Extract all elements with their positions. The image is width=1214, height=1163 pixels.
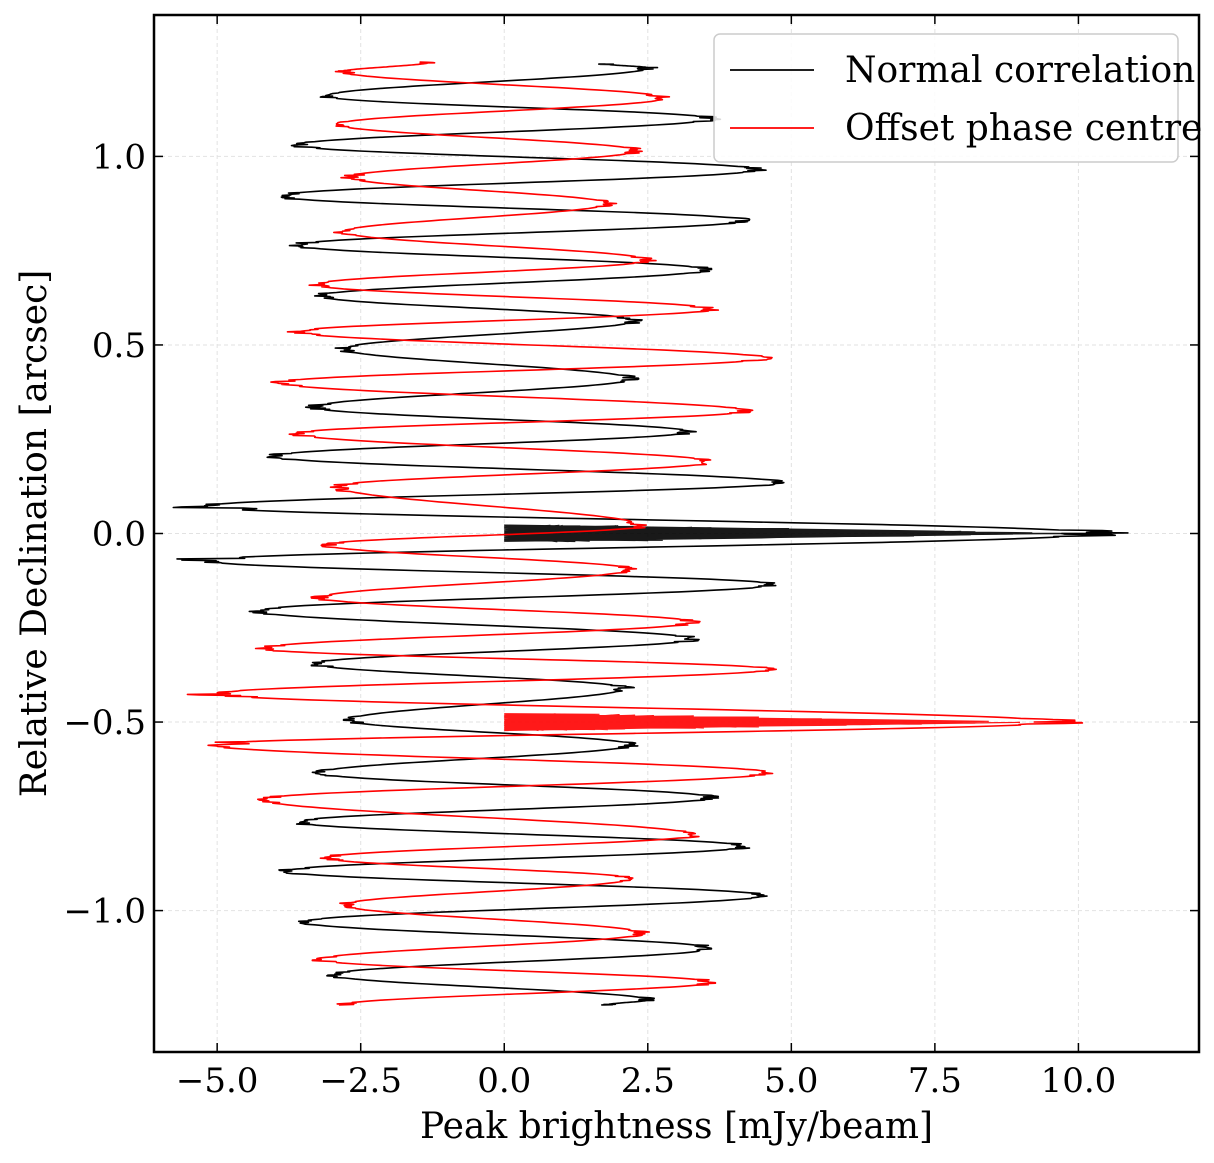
y-tick-label-1: −0.5 — [63, 703, 146, 743]
x-axis-label: Peak brightness [mJy/beam] — [420, 1106, 933, 1147]
axes: −5.0 −2.5 0.0 2.5 5.0 7.5 10.0 −1.0 −0.5 0.0 0.5 1.… — [14, 13, 1201, 1147]
plot-series — [172, 61, 1129, 1006]
y-tick-label-4: 1.0 — [92, 137, 146, 177]
x-tick-label-6: 10.0 — [1041, 1061, 1117, 1101]
y-tick-label-2: 0.0 — [92, 515, 146, 555]
series-peak-band-0 — [504, 524, 1092, 543]
x-tick-label-4: 5.0 — [764, 1061, 818, 1101]
y-axis-label: Relative Declination [arcsec] — [14, 270, 55, 798]
y-tick-label-3: 0.5 — [92, 326, 146, 366]
legend: Normal correlation Offset phase centre — [713, 33, 1202, 163]
y-tick-label-0: −1.0 — [63, 892, 146, 932]
x-tick-label-1: −2.5 — [319, 1061, 402, 1101]
series-peak-band-1 — [504, 713, 1021, 732]
legend-label-0: Normal correlation — [845, 50, 1195, 91]
x-tick-label-3: 2.5 — [621, 1061, 675, 1101]
x-tick-label-0: −5.0 — [176, 1061, 259, 1101]
x-tick-label-2: 0.0 — [477, 1061, 531, 1101]
series-line-1 — [186, 61, 1084, 1006]
x-tick-label-5: 7.5 — [908, 1061, 962, 1101]
legend-label-1: Offset phase centre — [845, 108, 1202, 149]
legend-box — [713, 33, 1179, 163]
